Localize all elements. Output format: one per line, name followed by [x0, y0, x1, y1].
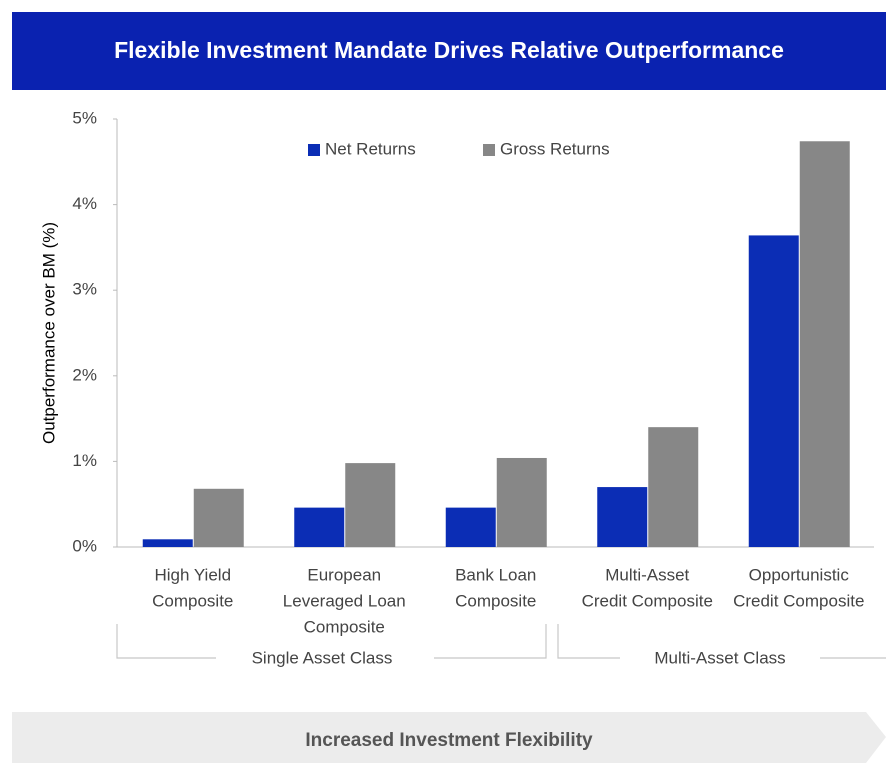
x-tick-label: Credit Composite [733, 591, 864, 610]
legend-label: Net Returns [325, 139, 416, 158]
x-tick-label: Composite [455, 591, 536, 610]
x-tick-label: Multi-Asset [605, 565, 689, 584]
y-tick-label: 1% [72, 451, 97, 470]
group-bracket [116, 624, 547, 659]
x-tick-label: Composite [152, 591, 233, 610]
header-band [12, 12, 886, 90]
group-label: Single Asset Class [252, 648, 393, 667]
bar [445, 507, 496, 547]
x-tick-label: European [307, 565, 381, 584]
y-tick-label: 4% [72, 194, 97, 213]
x-tick-label: Bank Loan [455, 565, 536, 584]
y-tick-label: 0% [72, 536, 97, 555]
bar [748, 235, 799, 547]
y-tick-label: 2% [72, 365, 97, 384]
footer-label: Increased Investment Flexibility [305, 730, 593, 751]
group-label: Multi-Asset Class [654, 648, 785, 667]
legend-swatch [483, 144, 495, 156]
chart-title: Flexible Investment Mandate Drives Relat… [114, 37, 784, 63]
x-tick-label: Credit Composite [582, 591, 713, 610]
y-tick-label: 5% [72, 108, 97, 127]
x-tick-label: Leveraged Loan [283, 591, 406, 610]
group-bracket [557, 624, 886, 659]
bar [345, 463, 396, 547]
y-tick-label: 3% [72, 280, 97, 299]
bar [294, 507, 345, 547]
bar [648, 427, 699, 547]
bar [142, 539, 193, 547]
x-tick-label: High Yield [154, 565, 231, 584]
bar [597, 487, 648, 547]
y-axis-label: Outperformance over BM (%) [39, 222, 58, 444]
x-tick-label: Composite [304, 617, 385, 636]
bar [799, 141, 850, 548]
footer-arrow [12, 712, 886, 763]
legend-swatch [308, 144, 320, 156]
bar [496, 457, 547, 547]
legend-label: Gross Returns [500, 139, 610, 158]
x-tick-label: Opportunistic [749, 565, 850, 584]
bar [193, 488, 244, 547]
